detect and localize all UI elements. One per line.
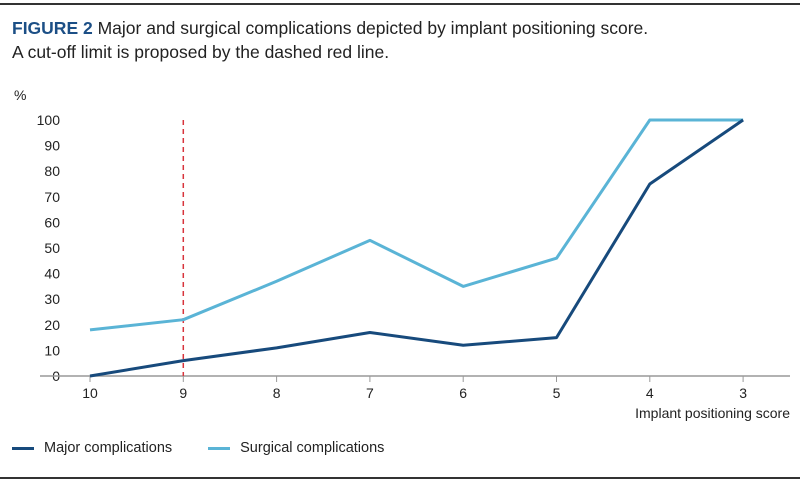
bottom-rule bbox=[0, 477, 800, 479]
y-tick-label: 40 bbox=[44, 266, 60, 282]
figure-label: FIGURE 2 bbox=[12, 18, 93, 38]
legend-swatch-surgical bbox=[208, 446, 231, 450]
legend: Major complications Surgical complicatio… bbox=[12, 440, 384, 456]
x-tick-label: 8 bbox=[273, 385, 281, 401]
y-tick-label: 10 bbox=[44, 342, 60, 358]
legend-swatch-major bbox=[12, 446, 34, 450]
x-tick-label: 4 bbox=[646, 385, 654, 401]
y-tick-label: 50 bbox=[44, 240, 60, 256]
top-rule bbox=[0, 3, 800, 5]
y-tick-label: 70 bbox=[44, 189, 60, 205]
x-axis-label: Implant positioning score bbox=[635, 405, 790, 421]
y-tick-label: 100 bbox=[37, 112, 61, 128]
legend-label-major: Major complications bbox=[44, 440, 173, 456]
x-tick-label: 7 bbox=[366, 385, 374, 401]
x-tick-label: 5 bbox=[553, 385, 561, 401]
x-tick-label: 6 bbox=[459, 385, 467, 401]
y-tick-label: 20 bbox=[44, 317, 60, 333]
y-tick-label: 30 bbox=[44, 291, 60, 307]
y-tick-label: 60 bbox=[44, 214, 60, 230]
x-tick-label: 10 bbox=[82, 385, 98, 401]
caption-line-2: A cut-off limit is proposed by the dashe… bbox=[12, 42, 390, 62]
legend-item-surgical: Surgical complications bbox=[208, 440, 384, 456]
x-tick-label: 3 bbox=[739, 385, 747, 401]
y-tick-label: 80 bbox=[44, 163, 60, 179]
legend-label-surgical: Surgical complications bbox=[240, 440, 385, 456]
legend-item-major: Major complications bbox=[12, 440, 172, 456]
series-line-surgical bbox=[89, 118, 744, 332]
series-line-major bbox=[89, 118, 744, 378]
figure-caption: FIGURE 2 Major and surgical complication… bbox=[12, 16, 648, 64]
y-axis-label: % bbox=[14, 87, 26, 103]
y-tick-label: 90 bbox=[44, 138, 60, 154]
caption-line-1: Major and surgical complications depicte… bbox=[97, 18, 649, 38]
x-tick-label: 9 bbox=[179, 385, 187, 401]
